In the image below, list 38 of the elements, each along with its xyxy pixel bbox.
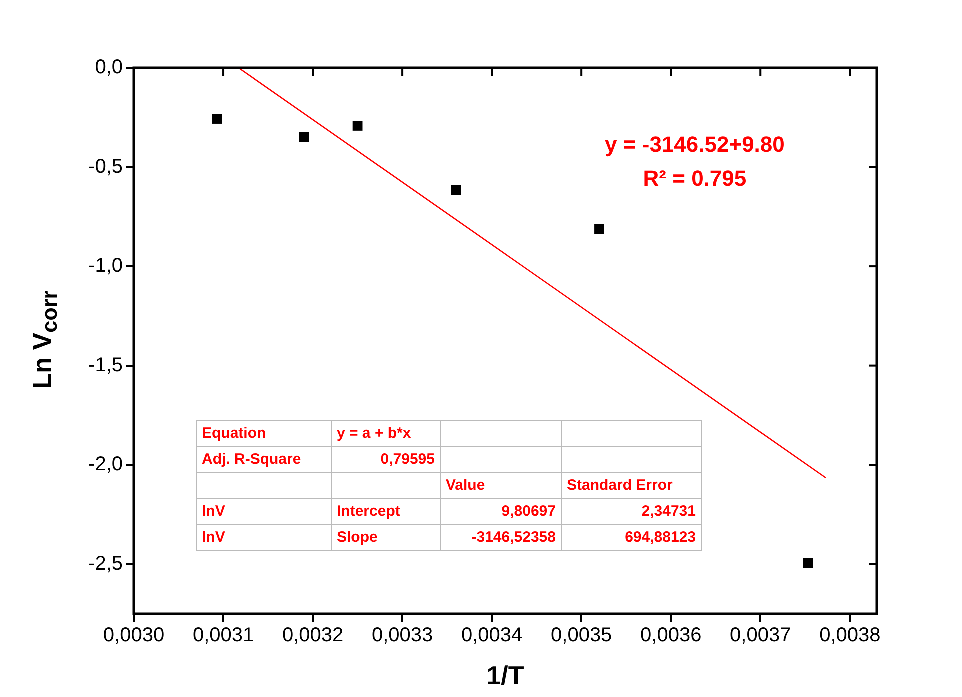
x-axis-title: 1/T (486, 660, 524, 691)
y-tick-label: -1,0 (88, 255, 123, 278)
y-tick-label: -2,0 (88, 454, 123, 476)
annotation: Intercept (332, 498, 440, 524)
annotation: -3146,52358 (440, 524, 562, 550)
annotation: Adj. R-Square (196, 446, 332, 472)
y-tick-label: -1,5 (88, 354, 123, 376)
annotation: Value (440, 472, 562, 498)
point (594, 224, 604, 234)
point (352, 121, 363, 131)
x-tick-label: 0,0032 (282, 624, 344, 647)
annotation: 694,88123 (562, 524, 702, 550)
x-tick-label: 0,0035 (551, 624, 612, 647)
y-tick-label: 0,0 (95, 56, 123, 79)
annotation: lnV (196, 524, 332, 550)
x-tick-label: 0,0033 (372, 624, 434, 647)
x-tick-label: 0,0030 (103, 624, 165, 647)
annotation: 0,79595 (332, 446, 440, 472)
x-tick-label: 0,0034 (461, 624, 523, 647)
annotation: Slope (332, 524, 440, 550)
point (803, 558, 814, 568)
point (451, 185, 462, 196)
x-tick-label: 0,0037 (730, 624, 792, 647)
annotation: y = -3146.52+9.80 (605, 132, 785, 158)
point (299, 132, 310, 142)
x-tick-label: 0,0038 (820, 624, 881, 647)
annotation: lnV (196, 498, 332, 524)
annotation: Equation (196, 420, 332, 446)
y-tick-label: -0,5 (88, 156, 123, 178)
y-tick-label: -2,5 (88, 552, 123, 575)
annotation: R² = 0.795 (643, 166, 747, 192)
annotation: 2,34731 (562, 498, 702, 524)
point (212, 114, 222, 124)
x-tick-label: 0,0031 (192, 624, 254, 647)
annotation: Standard Error (562, 472, 702, 498)
x-tick-label: 0,0036 (640, 624, 702, 647)
annotation: y = a + b*x (332, 420, 440, 446)
annotation: 9,80697 (440, 498, 562, 524)
